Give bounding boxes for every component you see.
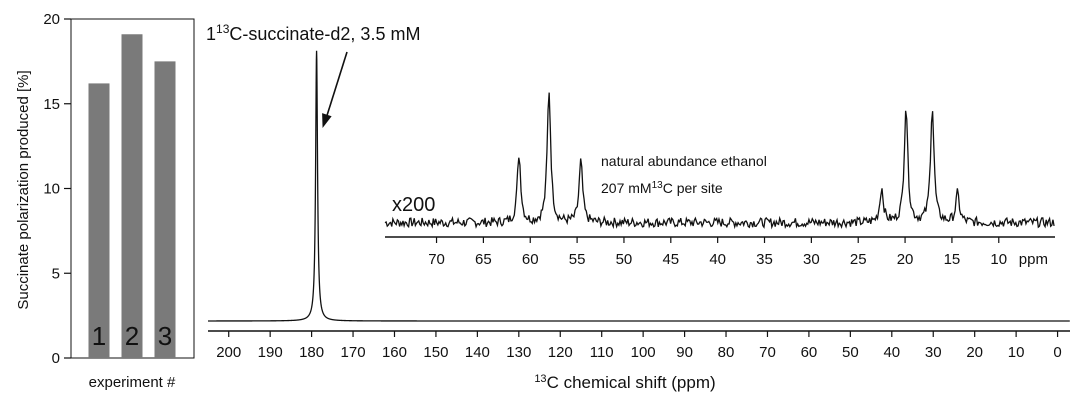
y-tick-label-5: 5 [52, 265, 60, 282]
inset-unit-label: ppm [1019, 251, 1048, 268]
inset-annotation-sup: 13 [652, 180, 664, 191]
inset-x-tick-label-45: 45 [662, 251, 679, 268]
main-x-tick-label-170: 170 [341, 344, 366, 361]
inset-annotation-pre: 207 mM [601, 180, 652, 196]
inset-x-tick-label-40: 40 [709, 251, 726, 268]
inset-annotation-line-1: natural abundance ethanol [601, 153, 767, 169]
inset-x-tick-label-25: 25 [850, 251, 867, 268]
bar-chart-yaxis-ticks: 0 5 10 15 20 [43, 11, 71, 367]
main-x-tick-label-190: 190 [258, 344, 283, 361]
main-x-tick-label-60: 60 [801, 344, 818, 361]
main-x-tick-label-30: 30 [925, 344, 942, 361]
succinate-peak-annotation: 113C-succinate-d2, 3.5 mM [206, 22, 420, 44]
inset-x-tick-label-50: 50 [616, 251, 633, 268]
annotation-arrowhead [322, 113, 332, 128]
inset-x-tick-label-60: 60 [522, 251, 539, 268]
inset-annotation-line-2: 207 mM13C per site [601, 180, 723, 196]
main-x-tick-label-110: 110 [590, 344, 614, 361]
bar-chart-ylabel: Succinate polarization produced [%] [15, 70, 32, 309]
main-x-tick-label-40: 40 [883, 344, 900, 361]
inset-x-tick-label-65: 65 [475, 251, 492, 268]
inset-x-tick-label-70: 70 [428, 251, 445, 268]
main-x-tick-label-160: 160 [382, 344, 407, 361]
bar-label-3: 3 [158, 321, 172, 351]
inset-x-tick-label-30: 30 [803, 251, 820, 268]
inset-x-tick-label-10: 10 [990, 251, 1007, 268]
main-spectrum: 200 190 180 170 160 150 140 130 120 110 100 90 80 70 6… [206, 22, 1070, 392]
main-spectrum-xlabel: 13C chemical shift (ppm) [534, 373, 715, 392]
inset-x-tick-label-15: 15 [944, 251, 961, 268]
main-x-tick-label-200: 200 [216, 344, 241, 361]
bar-chart: Succinate polarization produced [%] 0 5 10… [15, 11, 195, 391]
main-x-tick-label-120: 120 [548, 344, 573, 361]
inset-spectrum: 70 65 60 55 50 45 40 35 30 25 20 15 10 ppm x200 natur… [384, 92, 1055, 268]
annotation-prefix: 1 [206, 24, 216, 44]
main-x-tick-label-10: 10 [1008, 344, 1025, 361]
main-x-tick-label-180: 180 [299, 344, 324, 361]
main-x-tick-label-0: 0 [1053, 344, 1061, 361]
y-tick-label-15: 15 [43, 96, 60, 113]
bar-label-1: 1 [92, 321, 106, 351]
y-tick-label-20: 20 [43, 11, 60, 28]
bar-chart-xlabel: experiment # [89, 374, 176, 391]
annotation-text: C-succinate-d2, 3.5 mM [229, 24, 420, 44]
inset-x-tick-label-55: 55 [569, 251, 586, 268]
inset-x-tick-label-20: 20 [897, 251, 914, 268]
annotation-arrow [324, 51, 348, 121]
xlabel-text: C chemical shift (ppm) [547, 373, 716, 392]
main-x-tick-label-150: 150 [423, 344, 448, 361]
main-x-tick-label-100: 100 [631, 344, 656, 361]
annotation-superscript: 13 [216, 22, 230, 36]
main-x-tick-label-70: 70 [759, 344, 776, 361]
inset-spectrum-xaxis: 70 65 60 55 50 45 40 35 30 25 20 15 10 ppm [385, 236, 1055, 268]
inset-scale-label: x200 [392, 194, 435, 216]
main-x-tick-label-20: 20 [966, 344, 983, 361]
y-tick-label-10: 10 [43, 181, 60, 198]
inset-annotation-rest: C per site [663, 180, 723, 196]
bar-label-2: 2 [125, 321, 139, 351]
inset-x-tick-label-35: 35 [756, 251, 773, 268]
y-tick-label-0: 0 [52, 350, 60, 367]
bar-series [88, 34, 176, 358]
bar-1 [88, 83, 110, 358]
bar-2 [121, 34, 143, 358]
main-x-tick-label-130: 130 [506, 344, 531, 361]
main-spectrum-xaxis: 200 190 180 170 160 150 140 130 120 110 100 90 80 70 6… [208, 330, 1070, 361]
bar-3 [154, 61, 176, 358]
inset-spectrum-trace [384, 92, 1055, 230]
main-x-tick-label-80: 80 [718, 344, 735, 361]
main-x-tick-label-90: 90 [676, 344, 693, 361]
main-spectrum-trace [208, 50, 1070, 322]
main-x-tick-label-140: 140 [465, 344, 490, 361]
main-x-tick-label-50: 50 [842, 344, 859, 361]
xlabel-superscript: 13 [534, 373, 546, 385]
